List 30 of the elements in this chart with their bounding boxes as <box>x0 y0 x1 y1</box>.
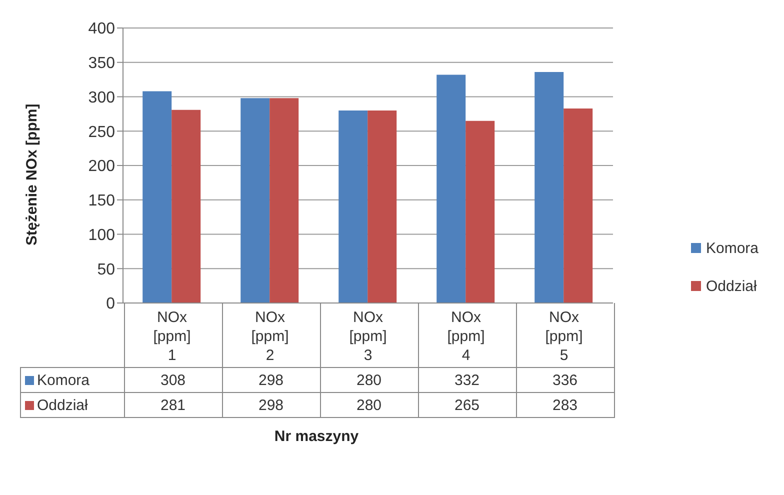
data-label: 298 <box>222 392 320 418</box>
legend-label: Komora <box>20 368 124 392</box>
y-tick-label: 400 <box>88 20 116 38</box>
legend-label: Oddział <box>706 278 757 294</box>
data-label: 281 <box>124 392 222 418</box>
data-label: 298 <box>222 368 320 392</box>
x-tick-label: NOx [ppm] 4 <box>447 309 485 364</box>
data-label: 280 <box>320 368 418 392</box>
y-tick-label: 100 <box>88 226 116 244</box>
y-tick-label: 250 <box>88 124 116 141</box>
y-tick-label: 0 <box>106 296 116 313</box>
x-tick-label: NOx [ppm] 5 <box>545 309 583 364</box>
data-label: 265 <box>418 392 516 418</box>
text: Oddział <box>37 396 88 414</box>
data-label: 336 <box>516 368 614 392</box>
x-axis-title: Nr maszyny <box>273 428 360 445</box>
y-tick-label: 50 <box>97 261 116 278</box>
text: Komora <box>706 240 759 256</box>
x-tick-label: NOx [ppm] 1 <box>153 309 191 364</box>
x-tick-label: NOx [ppm] 3 <box>349 309 387 364</box>
data-label: 283 <box>516 392 614 418</box>
y-axis-title: Stężenie NOx [ppm] <box>23 104 40 246</box>
x-tick-label: NOx [ppm] 2 <box>251 309 289 364</box>
y-tick-label: 150 <box>88 192 116 210</box>
y-tick-label: 350 <box>88 55 116 72</box>
data-label: 332 <box>418 368 516 392</box>
y-tick-label: 300 <box>88 89 116 106</box>
data-label: 280 <box>320 392 418 418</box>
data-label: 308 <box>124 368 222 392</box>
y-tick-label: 200 <box>88 158 116 176</box>
